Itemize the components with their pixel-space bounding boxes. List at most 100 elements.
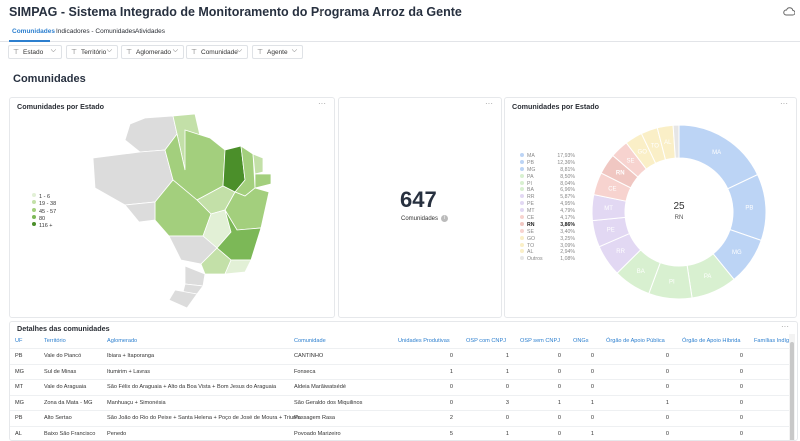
legend-item[interactable]: PE 4,95% [520,201,575,208]
column-header[interactable]: Aglomerado [107,338,138,344]
table-cell: Passagem Rasa [294,415,336,422]
column-header[interactable]: Órgão de Apoio Híbrida [682,338,741,344]
filter-icon: ⊤ [71,49,78,56]
table-cell: 0 [739,353,743,359]
filter-label: Aglomerado [136,48,172,56]
filter-aglomerado[interactable]: ⊤ Aglomerado ⌵ [121,45,184,59]
filter-agente[interactable]: ⊤ Agente ⌵ [252,45,303,59]
table-cell: 1 [665,399,669,406]
table-cell: CANTINHO [294,353,324,359]
column-header[interactable]: Território [44,338,66,344]
legend-label: MG [527,166,536,173]
table-row[interactable]: MG Zona da Mata - MG Manhuaçu + Simonésia S… [10,394,790,411]
table-cell: 0 [590,384,594,391]
card-title: Comunidades por Estado [512,102,600,111]
column-header[interactable]: Órgão de Apoio Pública [606,338,665,344]
table-cell: Fonseca [294,368,316,375]
filter-label: Agente [267,48,288,56]
map-state-rj-es [224,259,252,275]
column-header[interactable]: OSP com CNPJ [466,338,506,344]
legend-swatch [520,242,524,247]
column-header[interactable]: Unidades Produtivas [398,338,450,344]
legend-item[interactable]: AL 2,94% [520,249,575,256]
legend-label: SE [527,228,534,235]
table-cell: 0 [557,415,561,422]
legend-item[interactable]: GO 3,25% [520,235,575,243]
legend-item[interactable]: PB 12,36% [520,159,575,167]
table-cell: 0 [449,399,453,406]
tab-indicadores[interactable]: Indicadores - Comunidades [56,28,136,35]
table-cell: 3 [505,399,509,406]
legend-item: 45 - 57 [32,207,56,215]
filter-territorio[interactable]: ⊤ Território ⌵ [66,45,118,59]
donut-slice-ma[interactable] [678,124,759,190]
tab-comunidades[interactable]: Comunidades [12,28,55,35]
filter-estado[interactable]: ⊤ Estado ⌵ [8,45,62,59]
table-cell: Alto Sertao [44,415,72,422]
donut-slice-label: CE [608,187,616,193]
info-icon[interactable]: ℹ [319,8,323,17]
column-header[interactable]: Famílias Indíge [754,338,793,344]
column-header[interactable]: UF [15,338,23,344]
table-cell: 0 [590,368,594,375]
legend-percent: 12,36% [557,159,575,166]
legend-item[interactable]: CE 4,17% [520,215,575,222]
legend-label: RR [527,194,535,201]
legend-swatch [520,221,524,226]
legend-item[interactable]: RN 3,86% [520,221,575,229]
legend-label: PA [527,173,534,180]
table-cell: 5 [449,431,453,437]
legend-swatch [520,180,524,185]
column-header[interactable]: ONGs [573,338,589,344]
legend-item[interactable]: BA 6,96% [520,187,575,194]
donut-slice-label: AL [664,140,672,146]
table-cell: 1 [557,399,561,406]
cloud-icon[interactable] [783,7,795,16]
legend-label: PI [527,180,532,187]
table-cell: 0 [665,368,669,375]
legend-swatch [520,194,524,199]
table-cell: 0 [739,431,743,437]
table-row[interactable]: PB Alto Sertao São João do Rio do Peixe + … [10,410,790,426]
legend-swatch [520,208,524,213]
more-icon[interactable]: ··· [318,99,326,108]
legend-item[interactable]: TO 3,09% [520,242,575,250]
legend-item[interactable]: Outros 1,08% [520,256,575,263]
column-header[interactable]: OSP sem CNPJ [520,338,560,344]
table-row[interactable]: MG Sul de Minas Itumirim + Lavras Fonseca 1 1… [10,363,790,380]
filter-comunidade[interactable]: ⊤ Comunidade ⌵ [186,45,248,59]
more-icon[interactable]: ··· [780,99,788,108]
tab-atividades[interactable]: Atividades [135,28,165,35]
legend-item[interactable]: PA 8,50% [520,173,575,181]
legend-item[interactable]: MA 17,93% [520,153,575,160]
legend-percent: 8,04% [560,180,575,187]
more-icon[interactable]: ··· [781,322,789,331]
legend-item[interactable]: MT 4,79% [520,208,575,215]
legend-item[interactable]: MG 8,81% [520,166,575,174]
donut-legend: MA 17,93% PB 12,36% MG 8,81% PA 8,50% PI 8,04% BA 6… [520,153,575,263]
table-row[interactable]: PB Vale do Piancó Ibiara + Itaporanga CANTI… [10,348,790,364]
donut-slice-outros[interactable] [672,124,680,159]
table-cell: MG [15,368,25,375]
brazil-map [92,113,272,309]
chevron-down-icon: ⌵ [172,47,178,54]
legend-item[interactable]: PI 8,04% [520,180,575,188]
column-header[interactable]: Comunidade [294,338,326,344]
scrollbar-thumb[interactable] [790,342,794,440]
table-cell: Ibiara + Itaporanga [107,353,155,359]
filter-icon: ⊤ [191,49,198,56]
filter-label: Território [81,48,107,56]
info-icon[interactable]: i [441,215,448,222]
more-icon[interactable]: ··· [485,99,493,108]
table-row[interactable]: AL Baixo São Francisco Penedo Povoado Mariz… [10,426,790,440]
legend-item[interactable]: SE 3,40% [520,228,575,236]
table-row[interactable]: MT Vale do Araguaia São Félix do Araguaia … [10,379,790,395]
table-cell: 0 [665,353,669,359]
table-cell: 0 [590,415,594,422]
table-cell: Itumirim + Lavras [107,368,151,375]
legend-item[interactable]: RR 5,87% [520,194,575,201]
table-cell: 1 [590,431,594,437]
legend-swatch [520,153,524,157]
donut-slice-label: PB [745,206,753,212]
legend-label: BA [527,187,534,194]
